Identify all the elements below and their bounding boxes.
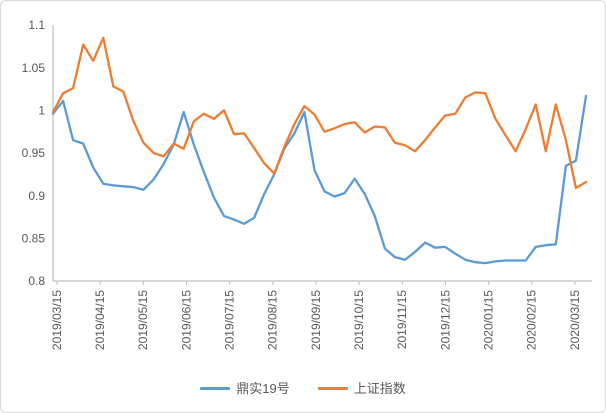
x-tick-label: 2019/04/15: [93, 290, 107, 350]
x-tick-label: 2020/03/15: [568, 290, 582, 350]
x-tick-label: 2019/03/15: [50, 290, 64, 350]
x-tick-label: 2019/05/15: [136, 290, 150, 350]
y-tick-label: 1.1: [28, 18, 45, 32]
legend-item-dingshi19: 鼎实19号: [200, 380, 290, 396]
x-tick-label: 2019/10/15: [352, 290, 366, 350]
y-tick-label: 0.8: [28, 274, 45, 288]
series-line-上证指数: [51, 36, 588, 190]
y-tick-label: 1: [38, 104, 45, 118]
legend-label-dingshi19: 鼎实19号: [236, 380, 290, 396]
x-tick-label: 2020/01/15: [482, 290, 496, 350]
x-tick-label: 2019/12/15: [438, 290, 452, 350]
series-line-鼎实19号: [51, 94, 588, 265]
x-tick-label: 2020/02/15: [525, 290, 539, 350]
x-tick-label: 2019/07/15: [223, 290, 237, 350]
y-tick-label: 0.95: [22, 146, 46, 160]
y-tick-label: 0.85: [22, 232, 46, 246]
legend-label-shangzheng: 上证指数: [353, 380, 406, 396]
x-tick-label: 2019/06/15: [179, 290, 193, 350]
x-tick-label: 2019/08/15: [266, 290, 280, 350]
y-tick-label: 1.05: [22, 61, 46, 75]
x-tick-label: 2019/09/15: [309, 290, 323, 350]
y-tick-label: 0.9: [28, 189, 45, 203]
legend-item-shangzheng: 上证指数: [317, 380, 406, 396]
legend-line-sample-orange: [317, 386, 348, 390]
legend-line-sample-blue: [200, 386, 231, 390]
x-tick-label: 2019/11/15: [395, 290, 409, 349]
legend: 鼎实19号 上证指数: [1, 376, 605, 400]
